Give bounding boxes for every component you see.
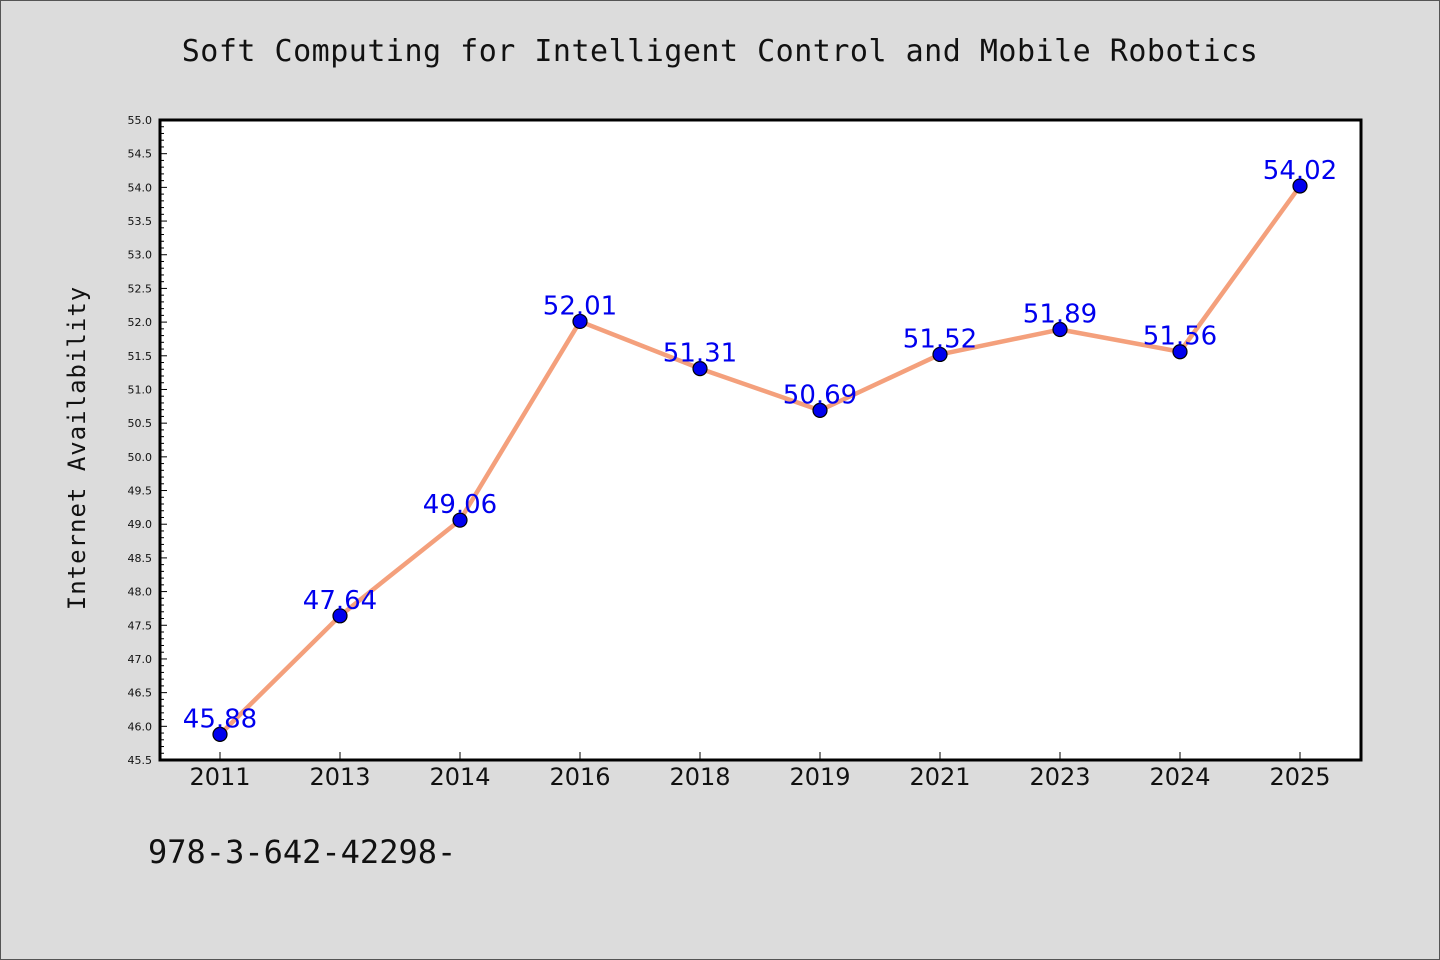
y-tick-label: 55.0 [128,114,153,127]
y-tick-label: 52.5 [128,282,153,295]
data-label: 45.88 [183,704,257,734]
y-tick-label: 53.5 [128,215,153,228]
y-tick-label: 49.5 [128,485,153,498]
data-label: 54.02 [1263,156,1337,186]
y-axis: 45.5 46.0 46.5 47.0 47.5 48.0 48.5 49.0 49.5 50.0… [128,114,167,767]
data-point [812,402,828,418]
x-tick-label: 2023 [1029,763,1090,791]
data-label: 52.01 [543,291,617,321]
data-label: 51.31 [663,339,737,369]
data-point [572,313,588,330]
y-tick-label: 51.0 [128,383,153,396]
x-tick-label: 2013 [309,763,370,791]
x-tick-label: 2011 [189,763,250,791]
y-tick-label: 48.0 [128,586,153,599]
x-tick-label: 2018 [669,763,730,791]
data-label: 47.64 [303,586,377,616]
data-label: 51.52 [903,324,977,354]
data-point [1292,178,1308,194]
y-tick-label: 53.0 [128,249,153,262]
y-tick-label: 51.5 [128,350,153,363]
y-tick-label: 50.5 [128,417,153,430]
x-tick-label: 2016 [549,763,610,791]
series-line-group [212,178,1308,743]
y-tick-label: 54.0 [128,181,153,194]
data-point [332,608,348,624]
data-point [452,512,468,528]
y-tick-label: 48.5 [128,552,153,565]
y-tick-label: 52.0 [128,316,153,329]
plot-area [158,118,1363,762]
data-label: 51.56 [1143,322,1217,352]
data-label: 50.69 [783,380,857,410]
x-tick-label: 2014 [429,763,490,791]
isbn-text: 978-3-642-42298- [148,833,457,871]
y-tick-label: 50.0 [128,451,153,464]
y-tick-label: 47.0 [128,653,153,666]
data-point [692,360,708,377]
data-point [1052,321,1068,338]
y-axis-label: Internet Availability [63,286,91,610]
y-tick-label: 46.0 [128,720,153,733]
x-tick-label: 2021 [909,763,970,791]
x-tick-label: 2024 [1149,763,1210,791]
data-point [212,726,228,743]
data-point [932,346,948,363]
data-label: 51.89 [1023,300,1097,330]
x-tick-label: 2025 [1269,763,1330,791]
y-tick-label: 47.5 [128,619,153,632]
y-tick-label: 45.5 [128,754,153,767]
y-tick-label: 46.5 [128,687,153,700]
chart-title: Soft Computing for Intelligent Control a… [181,34,1259,69]
data-point [1172,344,1188,360]
data-label: 49.06 [423,490,497,520]
y-tick-label: 54.5 [128,148,153,161]
data-label-group: 45.88 47.64 49.06 52.01 51.31 50.69 51.52 51.89… [183,156,1337,734]
y-tick-label: 49.0 [128,518,153,531]
x-axis: 2011 2013 2014 2016 2018 2019 2021 2023 2024 2025 [189,752,1331,791]
x-tick-label: 2019 [789,763,850,791]
series-line [218,184,1302,737]
